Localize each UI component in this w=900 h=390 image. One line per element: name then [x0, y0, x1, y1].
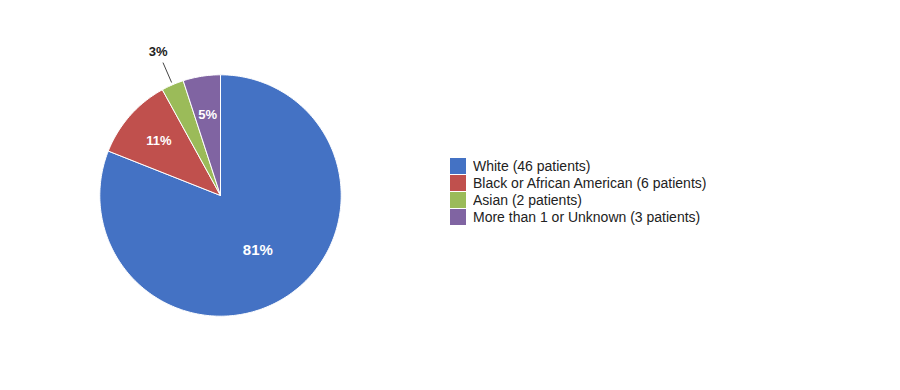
html-text:Asian (2 patients): Asian (2 patients): [473, 191, 582, 208]
html-text:More than 1 or Unknown (3 pati: More than 1 or Unknown (3 patients): [473, 208, 701, 225]
svg-text:11%: 11%: [146, 133, 172, 148]
svg-text:81%: 81%: [243, 241, 273, 258]
html-text:White (46 patients): White (46 patients): [473, 157, 591, 174]
html-text:Black or African American (6 p: Black or African American (6 patients): [473, 174, 707, 191]
svg-text:5%: 5%: [198, 107, 217, 122]
svg-text:3%: 3%: [149, 44, 168, 59]
